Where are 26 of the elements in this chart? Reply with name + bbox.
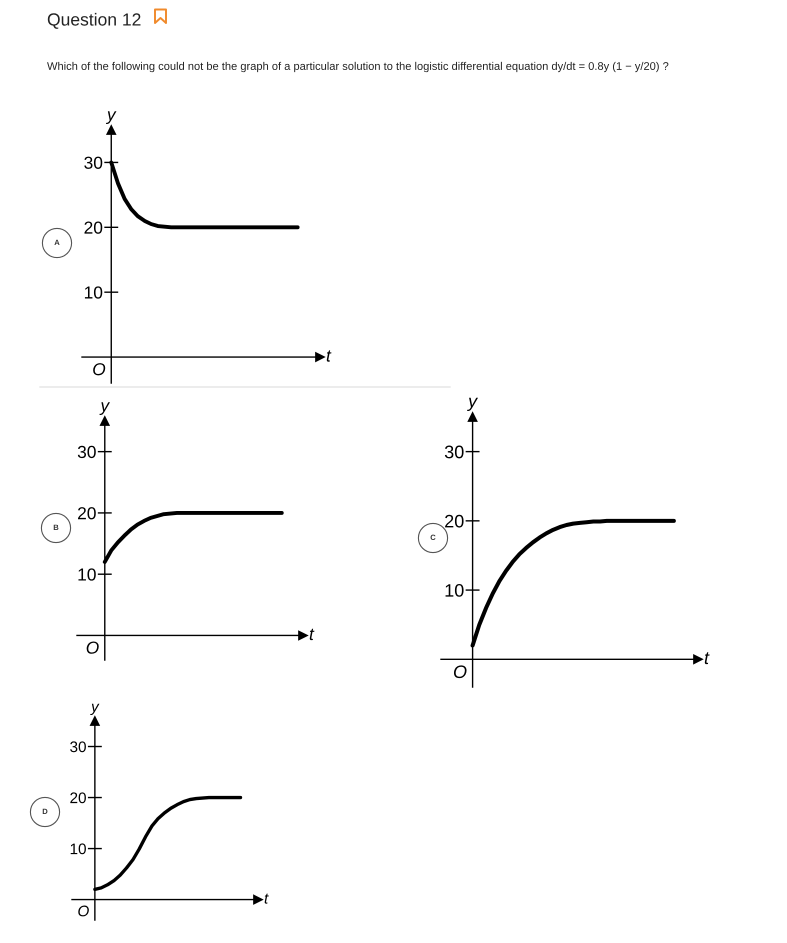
y-tick-label: 20 (78, 507, 96, 520)
y-tick-label: 10 (446, 584, 464, 597)
x-axis-title: t (264, 894, 269, 904)
y-tick-label: 30 (84, 156, 102, 169)
y-tick-label: 10 (78, 568, 96, 581)
y-axis-title: y (467, 398, 478, 411)
y-tick-label: 30 (444, 446, 464, 458)
x-axis-title: t (704, 652, 710, 664)
y-axis-title: y (99, 402, 110, 415)
y-tick-label: 30 (70, 741, 86, 752)
y-tick-label: 30 (78, 446, 96, 458)
y-tick-label: 10 (70, 843, 86, 854)
y-axis-title: y (106, 111, 116, 124)
y-tick-label: 20 (445, 514, 464, 528)
y-tick-label: 20 (84, 221, 102, 234)
text: O (454, 665, 467, 678)
text: Question 12 (48, 12, 140, 29)
text: O (78, 906, 89, 916)
y-tick-label: 10 (84, 286, 102, 299)
y-tick-label: 20 (70, 792, 86, 804)
x-axis-title: t (326, 350, 332, 362)
text: O (86, 642, 99, 654)
y-axis-title: y (90, 704, 100, 715)
x-axis-title: t (310, 628, 314, 640)
text: O (93, 363, 106, 376)
text: Which of the following could not be the graph of a particular solution to the logistic differential equation dy/dt = 0.8y (1 − y/20) ? (47, 62, 668, 72)
